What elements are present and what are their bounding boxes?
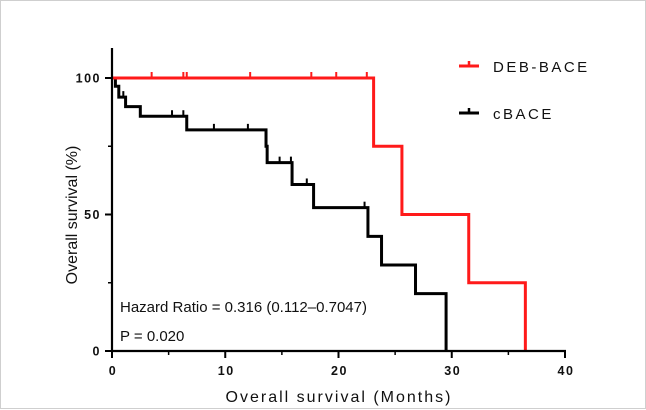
legend-label-cbace: cBACE (493, 106, 554, 123)
x-tick-label: 20 (331, 364, 348, 378)
legend-label-deb-bace: DEB-BACE (493, 59, 590, 76)
y-tick-label: 50 (84, 208, 101, 222)
y-tick-label: 100 (76, 72, 101, 86)
x-tick-label: 0 (109, 364, 117, 378)
y-tick-label: 0 (93, 345, 101, 359)
x-axis-title: Overall survival (Months) (226, 389, 453, 406)
x-tick-label: 10 (218, 364, 235, 378)
hazard-ratio-annotation: Hazard Ratio = 0.316 (0.112–0.7047) (120, 299, 367, 316)
x-tick-label: 30 (444, 364, 461, 378)
y-axis-title: Overall survival (%) (64, 146, 81, 285)
x-tick-label: 40 (558, 364, 575, 378)
y-ticks: 0 50 100 (76, 72, 112, 359)
legend: DEB-BACE cBACE (459, 59, 590, 123)
x-ticks: 0 10 20 30 40 (109, 351, 575, 378)
p-value-annotation: P = 0.020 (120, 328, 184, 345)
